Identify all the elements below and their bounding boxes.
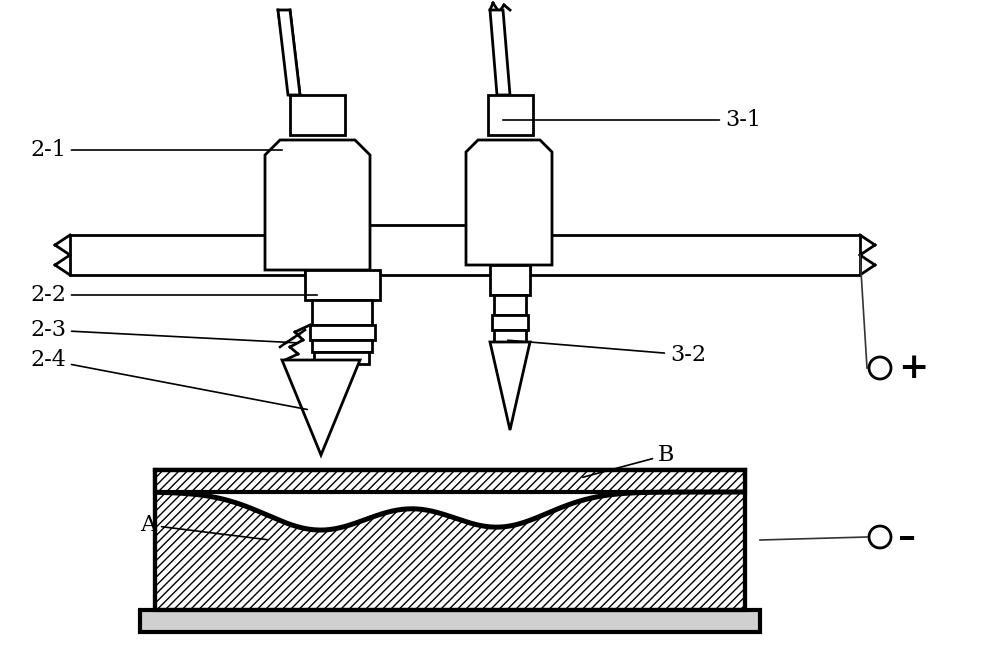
Polygon shape (265, 140, 370, 270)
Bar (155, 470, 745, 610)
Bar (310, 325, 375, 340)
Text: A: A (140, 514, 267, 539)
Polygon shape (278, 10, 300, 95)
Bar (312, 340, 372, 352)
Polygon shape (466, 140, 552, 265)
Bar (314, 352, 369, 364)
Bar (525, 235, 860, 275)
Text: +: + (898, 351, 928, 385)
Polygon shape (490, 10, 510, 95)
Text: –: – (898, 520, 916, 554)
Circle shape (869, 357, 891, 379)
Text: 2-2: 2-2 (30, 284, 317, 306)
Text: 2-1: 2-1 (30, 139, 282, 161)
Polygon shape (282, 360, 360, 455)
Text: 3-2: 3-2 (508, 340, 706, 366)
Text: B: B (583, 444, 674, 477)
Bar (290, 95, 345, 135)
Text: 2-4: 2-4 (30, 349, 307, 409)
Bar (70, 235, 305, 275)
Bar (488, 95, 533, 135)
Bar (155, 470, 745, 492)
Polygon shape (490, 342, 530, 430)
Bar (140, 610, 760, 632)
Bar (155, 470, 745, 610)
Bar (492, 315, 528, 330)
Bar (494, 330, 526, 342)
Bar (305, 225, 530, 275)
Bar (155, 470, 745, 492)
Bar (494, 295, 526, 315)
Circle shape (869, 526, 891, 548)
Text: 2-3: 2-3 (30, 319, 297, 343)
Text: 3-1: 3-1 (503, 109, 761, 131)
Bar (312, 300, 372, 325)
Bar (490, 265, 530, 295)
Bar (305, 270, 380, 300)
